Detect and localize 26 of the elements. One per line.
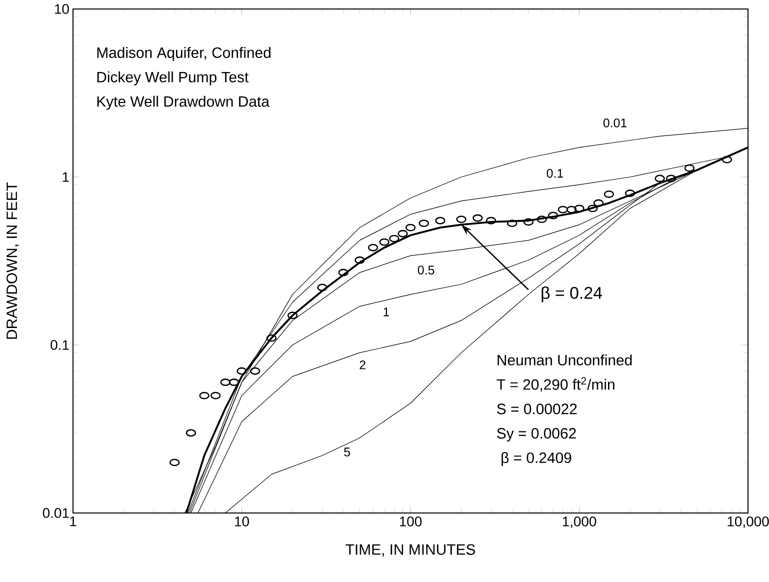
x-tick-label: 1 <box>70 516 76 526</box>
y-axis-title: DRAWDOWN, IN FEET <box>6 182 19 339</box>
annotation: Neuman Unconfined <box>498 354 632 366</box>
x-tick-label: 10,000 <box>728 516 769 528</box>
annotation: Sy = 0.0062 <box>497 428 576 442</box>
x-tick-label: 10 <box>235 516 249 526</box>
annotation: S = 0.00022 <box>497 404 577 414</box>
annotation: β = 0.2409 <box>502 452 572 466</box>
series-label: 1 <box>384 308 390 316</box>
annotation: Dickey Well Pump Test <box>97 71 249 86</box>
x-tick-label: 100 <box>400 516 422 526</box>
y-tick-label: 10 <box>55 4 69 14</box>
annotation: T = 20,290 ft$^{2}$/min <box>496 377 614 392</box>
y-tick-label: 1 <box>62 172 69 182</box>
x-axis-title: TIME, IN MINUTES <box>346 544 475 557</box>
series-label: 5 <box>344 448 350 456</box>
y-tick-label: 0.01 <box>42 508 69 518</box>
series-label: 0.1 <box>546 168 564 178</box>
annotation: Madison Aquifer, Confined <box>97 47 270 61</box>
annotation: Kyte Well Drawdown Data <box>97 96 270 110</box>
series-label: 2 <box>360 360 366 370</box>
x-tick-label: 1,000 <box>562 516 596 528</box>
y-tick-label: 0.1 <box>50 340 69 350</box>
series-label: 0.01 <box>603 118 627 128</box>
series-label: 0.5 <box>418 266 434 274</box>
annotation: β = 0.24 <box>542 286 602 302</box>
